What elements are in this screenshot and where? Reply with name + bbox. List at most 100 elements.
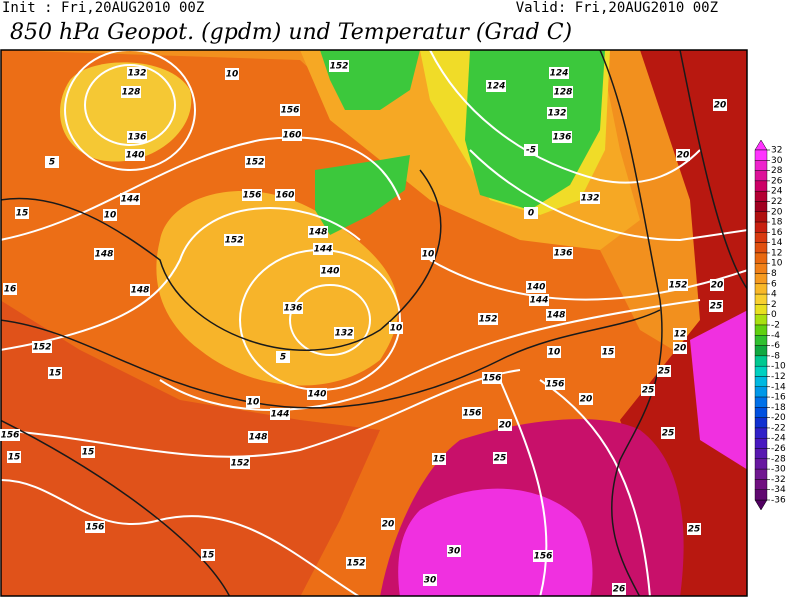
colorbar-tick-label: 28	[771, 166, 783, 176]
colorbar-tick-label: -8	[771, 351, 780, 361]
label-box	[381, 518, 395, 530]
contour-label: 15	[82, 448, 95, 458]
legend-swatch	[754, 448, 768, 460]
legend-swatch	[754, 489, 768, 501]
contour-label: 25	[494, 454, 507, 464]
legend-swatch	[754, 252, 768, 264]
colorbar-tick-label: -36	[771, 496, 786, 506]
init-time: Init : Fri,20AUG2010 00Z	[2, 0, 204, 16]
contour-label: 132	[128, 69, 147, 79]
contour-label: 30	[424, 576, 437, 586]
legend-swatch	[754, 170, 768, 182]
contour-label: 148	[309, 228, 328, 238]
label-box	[641, 384, 655, 396]
contour-label: 10	[104, 211, 117, 221]
legend-swatch	[754, 407, 768, 418]
contour-label: 140	[321, 267, 340, 277]
contour-label: 152	[330, 62, 349, 72]
label-box	[498, 419, 512, 431]
label-box	[493, 452, 507, 464]
colorbar-tick-label: 32	[771, 146, 782, 156]
colorbar-tick-label: 26	[771, 176, 783, 186]
contour-label: 148	[131, 286, 150, 296]
contour-label: 124	[550, 69, 569, 79]
contour-label: 25	[710, 302, 723, 312]
colorbar-tick-label: 2	[771, 300, 777, 310]
contour-label: -5	[526, 146, 536, 156]
colorbar-bottom-arrow	[754, 499, 768, 511]
label-box	[533, 550, 553, 562]
colorbar-tick-label: -22	[771, 423, 786, 433]
colorbar-tick-label: -2	[771, 321, 780, 331]
legend-swatch	[754, 283, 768, 295]
label-box	[661, 427, 675, 439]
label-box	[334, 327, 354, 339]
legend-swatch	[754, 386, 768, 398]
contour-label: 152	[347, 559, 366, 569]
contour-label: 156	[1, 431, 20, 441]
contour-label: 152	[669, 281, 688, 291]
contour-label: 128	[122, 88, 141, 98]
legend-swatch	[754, 324, 768, 336]
contour-label: 12	[674, 330, 687, 340]
colorbar-tick-label: -34	[771, 485, 786, 495]
colorbar-tick-label: -28	[771, 454, 786, 464]
contour-label: 144	[271, 410, 290, 420]
label-box	[245, 156, 265, 168]
legend-swatch	[754, 242, 768, 254]
colorbar-tick-label: 14	[771, 238, 783, 248]
contour-label: 15	[8, 453, 21, 463]
label-box	[601, 346, 615, 358]
label-box	[709, 300, 723, 312]
valid-time: Valid: Fri,20AUG2010 00Z	[516, 0, 718, 16]
label-box	[432, 453, 446, 465]
contour-label: 20	[382, 520, 395, 530]
contour-label: 124	[487, 82, 506, 92]
contour-label: 0	[528, 209, 534, 219]
label-box	[94, 248, 114, 260]
label-box	[7, 451, 21, 463]
label-box	[121, 86, 141, 98]
contour-label: 152	[231, 459, 250, 469]
colorbar-tick-label: -32	[771, 475, 786, 485]
contour-label: 30	[448, 547, 461, 557]
contour-label: 136	[128, 133, 147, 143]
label-box	[713, 99, 727, 111]
label-box	[130, 284, 150, 296]
label-box	[524, 144, 538, 156]
contour-label: 10	[422, 250, 435, 260]
label-box	[524, 207, 538, 219]
legend-swatch	[754, 345, 768, 357]
contour-label: 156	[534, 552, 553, 562]
label-box	[329, 60, 349, 72]
contour-label: 20	[714, 101, 727, 111]
contour-label: 152	[225, 236, 244, 246]
label-box	[447, 545, 461, 557]
label-box	[85, 521, 105, 533]
label-box	[225, 68, 239, 80]
contour-label: 20	[580, 395, 593, 405]
contour-label: 140	[126, 151, 145, 161]
colorbar-tick-label: -12	[771, 372, 786, 382]
label-box	[668, 279, 688, 291]
contour-label: 10	[247, 398, 260, 408]
contour-label: 26	[613, 585, 626, 595]
contour-label: 20	[677, 151, 690, 161]
label-box	[283, 302, 303, 314]
contour-label: 156	[463, 409, 482, 419]
colorbar-tick-label: 4	[771, 290, 777, 300]
label-box	[81, 446, 95, 458]
label-box	[421, 248, 435, 260]
legend-swatch	[754, 201, 768, 212]
contour-label: 144	[121, 195, 140, 205]
contour-label: 144	[314, 245, 333, 255]
label-box	[546, 309, 566, 321]
contour-label: 144	[530, 296, 549, 306]
contour-label: 132	[548, 109, 567, 119]
label-box	[230, 457, 250, 469]
colorbar-tick-label: -14	[771, 382, 786, 392]
contour-label: 15	[602, 348, 615, 358]
legend-swatch	[754, 149, 768, 161]
contour-label: 25	[642, 386, 655, 396]
label-box	[270, 408, 290, 420]
